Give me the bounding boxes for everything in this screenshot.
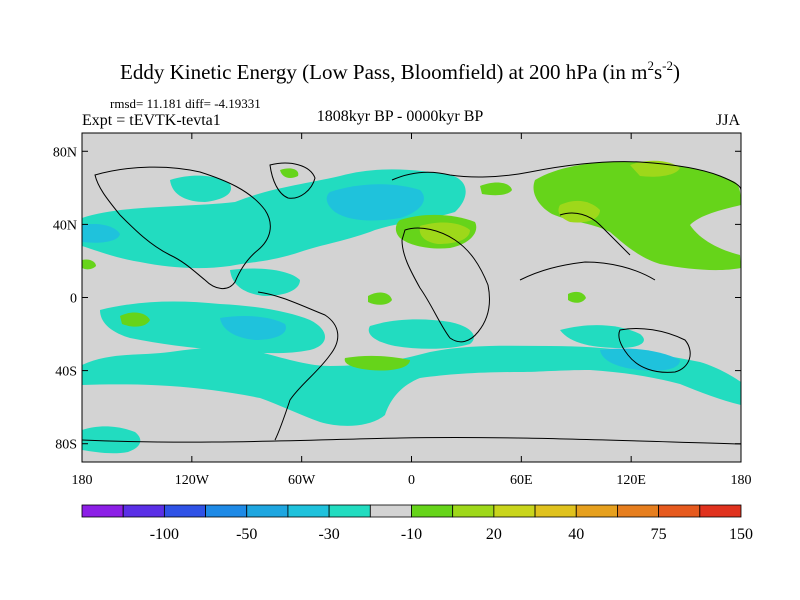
- colorbar-label: -50: [236, 526, 257, 543]
- colorbar-swatch: [493, 504, 536, 518]
- lat-tick-label: 40N: [53, 218, 77, 233]
- lat-tick-label: 40S: [55, 365, 77, 380]
- colorbar-swatch: [328, 504, 371, 518]
- colorbar-label: -30: [318, 526, 339, 543]
- lon-tick-label: 0: [408, 473, 415, 488]
- colorbar-swatch: [205, 504, 248, 518]
- colorbar-swatch: [699, 504, 742, 518]
- lon-tick-label: 180: [72, 473, 93, 488]
- lon-tick-label: 60W: [288, 473, 316, 488]
- colorbar-swatch: [452, 504, 495, 518]
- positive-anomaly-areas: [82, 161, 741, 371]
- contour-field: [82, 133, 741, 462]
- lat-tick-label: 80S: [55, 438, 77, 453]
- strong-negative-areas: [82, 184, 680, 371]
- colorbar-swatch: [163, 504, 206, 518]
- colorbar-label: 150: [729, 526, 753, 543]
- colorbar-swatch: [369, 504, 412, 518]
- lon-tick-label: 120E: [616, 473, 646, 488]
- experiment-label: Expt = tEVTK-tevta1: [82, 112, 221, 129]
- colorbar-label: 75: [651, 526, 667, 543]
- season-label: JJA: [715, 112, 740, 129]
- colorbar-swatch: [575, 504, 618, 518]
- colorbar-swatch: [287, 504, 330, 518]
- colorbar-label: -10: [401, 526, 422, 543]
- longitude-axis: 180 120W 60W 0 60E 120E 180: [72, 133, 752, 488]
- colorbar-label: -100: [150, 526, 179, 543]
- lon-tick-label: 60E: [510, 473, 533, 488]
- colorbar-swatch: [534, 504, 577, 518]
- colorbar: -100 -50 -30 -10 20 40 75 150: [81, 504, 753, 543]
- coastlines: [82, 161, 741, 445]
- colorbar-swatch: [122, 504, 165, 518]
- colorbar-swatch: [246, 504, 289, 518]
- colorbar-label: 20: [486, 526, 502, 543]
- colorbar-swatch: [411, 504, 454, 518]
- stats-label: rmsd= 11.181 diff= -4.19331: [110, 96, 261, 111]
- chart-title: Eddy Kinetic Energy (Low Pass, Bloomfiel…: [120, 58, 680, 84]
- lat-tick-label: 0: [70, 292, 77, 307]
- latitude-axis: 80N 40N 0 40S 80S: [53, 145, 741, 453]
- lat-tick-label: 80N: [53, 145, 77, 160]
- colorbar-swatch: [81, 504, 124, 518]
- colorbar-swatch: [617, 504, 660, 518]
- colorbar-swatch: [658, 504, 701, 518]
- lon-tick-label: 180: [731, 473, 752, 488]
- period-label: 1808kyr BP - 0000kyr BP: [316, 108, 484, 125]
- lon-tick-label: 120W: [175, 473, 210, 488]
- colorbar-label: 40: [568, 526, 584, 543]
